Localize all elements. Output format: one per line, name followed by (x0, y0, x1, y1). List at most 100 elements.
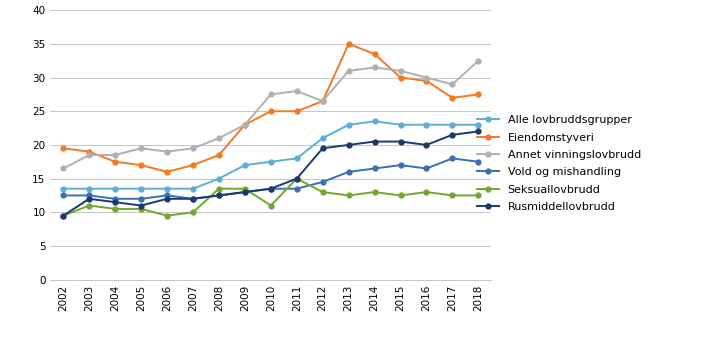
Rusmiddellovbrudd (59, 213, 68, 218)
Eiendomstyveri (111, 160, 119, 164)
Vold og mishandling (188, 197, 197, 201)
Alle lovbruddsgrupper (59, 187, 68, 191)
Rusmiddellovbrudd (370, 139, 379, 144)
Rusmiddellovbrudd (162, 197, 171, 201)
Eiendomstyveri (137, 163, 145, 167)
Alle lovbruddsgrupper (241, 163, 249, 167)
Seksuallovbrudd (474, 193, 482, 197)
Alle lovbruddsgrupper (396, 123, 405, 127)
Rusmiddellovbrudd (319, 146, 327, 150)
Annet vinningslovbrudd (267, 92, 275, 97)
Eiendomstyveri (267, 109, 275, 113)
Vold og mishandling (448, 156, 457, 161)
Seksuallovbrudd (293, 177, 301, 181)
Alle lovbruddsgrupper (422, 123, 431, 127)
Seksuallovbrudd (319, 190, 327, 194)
Line: Annet vinningslovbrudd: Annet vinningslovbrudd (61, 58, 481, 171)
Vold og mishandling (137, 197, 145, 201)
Seksuallovbrudd (85, 204, 93, 208)
Vold og mishandling (422, 166, 431, 170)
Alle lovbruddsgrupper (111, 187, 119, 191)
Eiendomstyveri (241, 123, 249, 127)
Eiendomstyveri (293, 109, 301, 113)
Vold og mishandling (267, 187, 275, 191)
Rusmiddellovbrudd (448, 133, 457, 137)
Annet vinningslovbrudd (370, 65, 379, 70)
Vold og mishandling (319, 180, 327, 184)
Seksuallovbrudd (241, 187, 249, 191)
Line: Vold og mishandling: Vold og mishandling (61, 156, 481, 201)
Eiendomstyveri (188, 163, 197, 167)
Line: Eiendomstyveri: Eiendomstyveri (61, 42, 481, 174)
Rusmiddellovbrudd (474, 130, 482, 134)
Annet vinningslovbrudd (293, 89, 301, 93)
Annet vinningslovbrudd (59, 166, 68, 170)
Rusmiddellovbrudd (241, 190, 249, 194)
Alle lovbruddsgrupper (319, 136, 327, 140)
Vold og mishandling (293, 187, 301, 191)
Alle lovbruddsgrupper (370, 119, 379, 123)
Rusmiddellovbrudd (396, 139, 405, 144)
Eiendomstyveri (422, 79, 431, 83)
Vold og mishandling (59, 193, 68, 197)
Alle lovbruddsgrupper (137, 187, 145, 191)
Vold og mishandling (111, 197, 119, 201)
Annet vinningslovbrudd (396, 69, 405, 73)
Rusmiddellovbrudd (137, 204, 145, 208)
Alle lovbruddsgrupper (162, 187, 171, 191)
Eiendomstyveri (162, 170, 171, 174)
Annet vinningslovbrudd (137, 146, 145, 150)
Line: Rusmiddellovbrudd: Rusmiddellovbrudd (61, 129, 481, 218)
Vold og mishandling (162, 193, 171, 197)
Eiendomstyveri (344, 42, 353, 46)
Vold og mishandling (85, 193, 93, 197)
Seksuallovbrudd (448, 193, 457, 197)
Rusmiddellovbrudd (267, 187, 275, 191)
Eiendomstyveri (215, 153, 224, 157)
Annet vinningslovbrudd (422, 76, 431, 80)
Rusmiddellovbrudd (188, 197, 197, 201)
Seksuallovbrudd (215, 187, 224, 191)
Seksuallovbrudd (370, 190, 379, 194)
Rusmiddellovbrudd (111, 200, 119, 204)
Line: Seksuallovbrudd: Seksuallovbrudd (61, 176, 481, 218)
Vold og mishandling (370, 166, 379, 170)
Annet vinningslovbrudd (474, 59, 482, 63)
Vold og mishandling (474, 160, 482, 164)
Rusmiddellovbrudd (85, 197, 93, 201)
Vold og mishandling (215, 193, 224, 197)
Eiendomstyveri (85, 150, 93, 154)
Seksuallovbrudd (267, 204, 275, 208)
Eiendomstyveri (474, 92, 482, 97)
Rusmiddellovbrudd (293, 177, 301, 181)
Alle lovbruddsgrupper (448, 123, 457, 127)
Alle lovbruddsgrupper (293, 156, 301, 161)
Seksuallovbrudd (422, 190, 431, 194)
Alle lovbruddsgrupper (267, 160, 275, 164)
Alle lovbruddsgrupper (344, 123, 353, 127)
Annet vinningslovbrudd (162, 150, 171, 154)
Rusmiddellovbrudd (215, 193, 224, 197)
Rusmiddellovbrudd (344, 143, 353, 147)
Eiendomstyveri (319, 99, 327, 103)
Seksuallovbrudd (396, 193, 405, 197)
Seksuallovbrudd (344, 193, 353, 197)
Vold og mishandling (241, 190, 249, 194)
Annet vinningslovbrudd (111, 153, 119, 157)
Annet vinningslovbrudd (241, 123, 249, 127)
Eiendomstyveri (59, 146, 68, 150)
Vold og mishandling (344, 170, 353, 174)
Vold og mishandling (396, 163, 405, 167)
Rusmiddellovbrudd (422, 143, 431, 147)
Seksuallovbrudd (137, 207, 145, 211)
Seksuallovbrudd (59, 213, 68, 218)
Alle lovbruddsgrupper (188, 187, 197, 191)
Alle lovbruddsgrupper (85, 187, 93, 191)
Seksuallovbrudd (111, 207, 119, 211)
Legend: Alle lovbruddsgrupper, Eiendomstyveri, Annet vinningslovbrudd, Vold og mishandli: Alle lovbruddsgrupper, Eiendomstyveri, A… (477, 115, 641, 212)
Annet vinningslovbrudd (344, 69, 353, 73)
Alle lovbruddsgrupper (215, 177, 224, 181)
Seksuallovbrudd (162, 213, 171, 218)
Annet vinningslovbrudd (85, 153, 93, 157)
Eiendomstyveri (370, 52, 379, 56)
